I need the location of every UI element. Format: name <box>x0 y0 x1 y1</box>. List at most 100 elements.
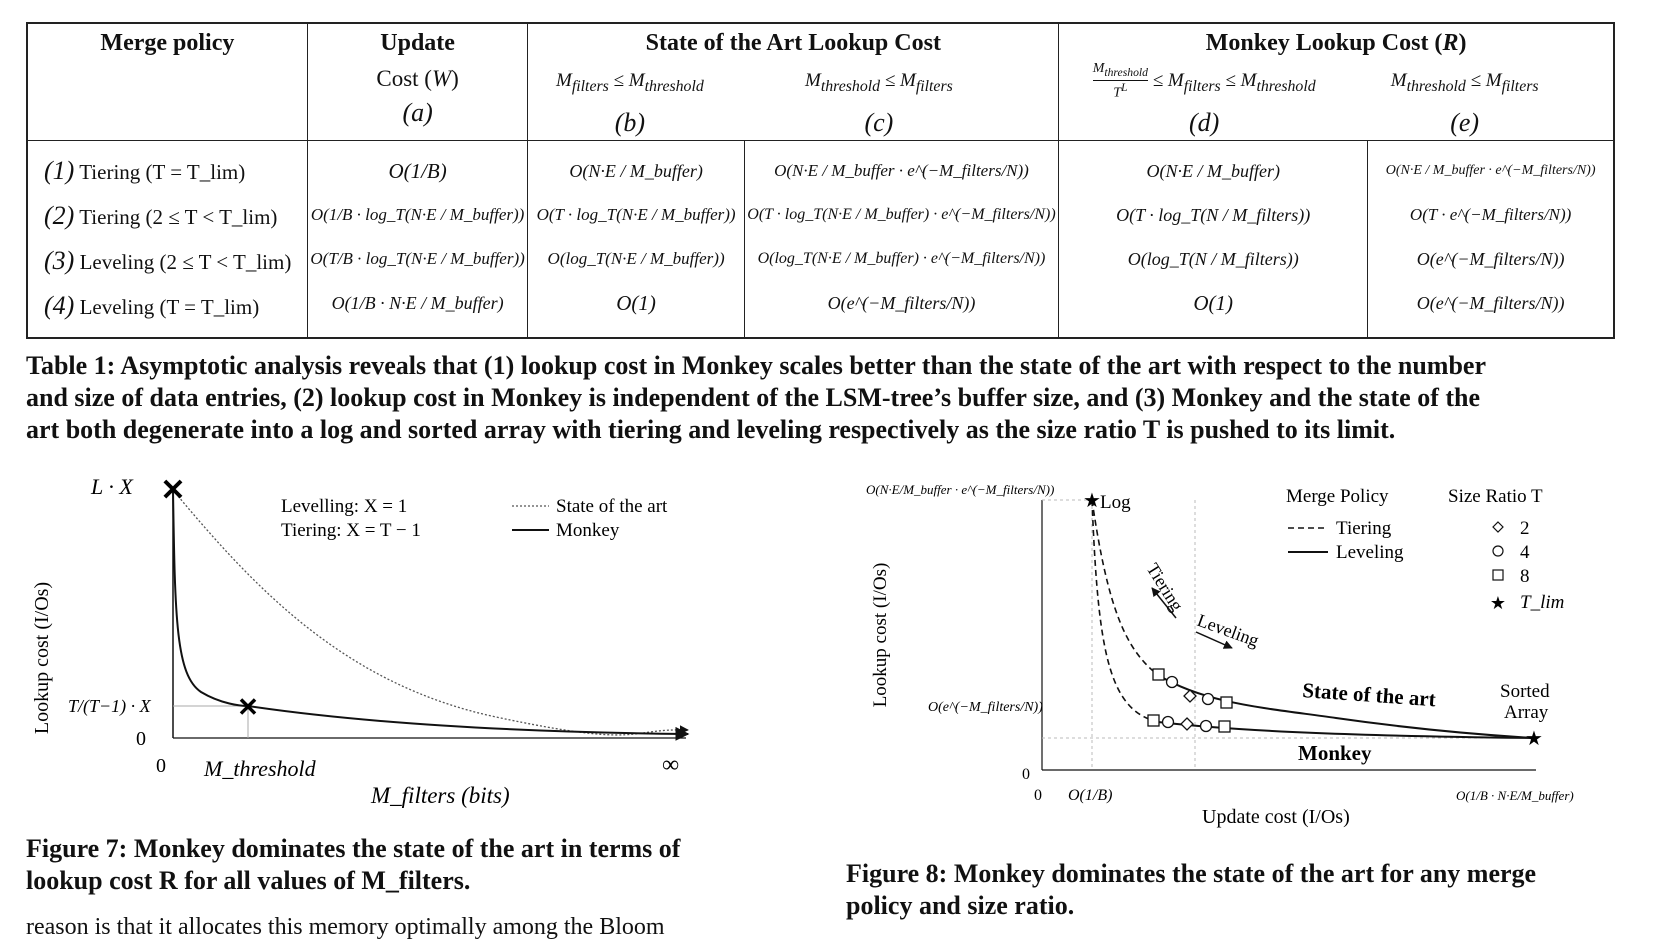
fig8-y-zero: 0 <box>1022 766 1030 783</box>
cell-2e: O(T · e^(−M_filters/N)) <box>1409 204 1572 224</box>
fig7-x-threshold: M_threshold <box>203 756 317 781</box>
fig8-tiering-arrow <box>1151 587 1177 619</box>
cell-3e: O(e^(−M_filters/N)) <box>1416 248 1565 269</box>
fig8-monkey-marker-2 <box>1180 717 1194 731</box>
fig7-y-top-label: L · X <box>90 474 134 499</box>
fig8-legend-circle <box>1492 545 1504 557</box>
cell-4a: O(1/B · N·E / M_buffer) <box>331 292 504 313</box>
header-merge-policy: Merge policy <box>27 23 308 141</box>
cell-4e: O(e^(−M_filters/N)) <box>1416 292 1565 313</box>
fig7-x-zero: 0 <box>156 755 166 777</box>
fig7-caption-line-1: Figure 7: Monkey dominates the state of … <box>26 834 681 863</box>
cell-4c: O(e^(−M_filters/N)) <box>827 292 976 313</box>
fig8-legend-size-tlim: T_lim <box>1520 592 1564 613</box>
column-merge-policy: (1) Tiering (T = T_lim) (2) Tiering (2 ≤… <box>27 140 308 339</box>
fig7-note-levelling: Levelling: X = 1 <box>281 496 407 517</box>
column-d: O(N·E / M_buffer) O(T · log_T(N / M_filt… <box>1058 140 1369 339</box>
fig7-ylabel: Lookup cost (I/Os) <box>31 582 53 734</box>
fig8-legend-diamond <box>1492 521 1504 533</box>
fig7-monkey-curve <box>172 489 690 741</box>
figure-7: ✕ ✕ L · X T/(T−1) · X 0 0 M_threshold ∞ … <box>31 474 690 808</box>
fig7-xlabel: M_filters (bits) <box>370 783 510 808</box>
fig7-threshold-mark: ✕ <box>237 693 259 722</box>
fig8-legend-size-title: Size Ratio T <box>1448 486 1543 507</box>
body-text-fragment: reason is that it allocates this memory … <box>26 914 665 940</box>
column-a: O(1/B) O(1/B · log_T(N·E / M_buffer)) O(… <box>307 140 529 339</box>
header-monkey: Monkey Lookup Cost (R) Mthreshold TL ≤ Mf… <box>1058 23 1614 141</box>
fig8-legend-size-8: 8 <box>1520 566 1530 587</box>
fig7-legend-monkey: Monkey <box>556 520 620 541</box>
cell-1a: O(1/B) <box>388 158 447 183</box>
cell-1d: O(N·E / M_buffer) <box>1146 160 1280 181</box>
cell-4d: O(1) <box>1193 290 1234 315</box>
fig8-monkey-curve-label: Monkey <box>1298 741 1372 765</box>
cell-2a: O(1/B · log_T(N·E / M_buffer)) <box>310 204 525 224</box>
fig8-monkey-marker-4-leveling <box>1199 719 1213 733</box>
fig8-sota-curve-label: State of the art <box>1302 678 1437 711</box>
fig8-legend-size-4: 4 <box>1520 542 1530 563</box>
fig7-y-zero: 0 <box>136 728 146 750</box>
cell-3a: O(T/B · log_T(N·E / M_buffer)) <box>310 248 525 268</box>
fig7-y-mid-label: T/(T−1) · X <box>68 696 152 717</box>
fig8-legend-merge-title: Merge Policy <box>1286 486 1389 507</box>
fig8-legend-leveling: Leveling <box>1336 542 1404 563</box>
fig7-x-inf: ∞ <box>662 752 679 778</box>
table-caption-line-3: art both degenerate into a log and sorte… <box>26 415 1396 444</box>
fig8-sota-tiering-curve <box>1091 499 1159 676</box>
fig7-legend-sota: State of the art <box>556 496 668 517</box>
fig7-caption-line-2: lookup cost R for all values of M_filter… <box>26 866 471 895</box>
table-1: Merge policy Update Cost (W) (a) State o… <box>26 22 1615 340</box>
fig8-legend-star: ★ <box>1490 593 1506 613</box>
fig8-monkey-marker-8-tiering <box>1147 714 1160 727</box>
fig8-legend-tiering: Tiering <box>1336 518 1392 539</box>
fig8-xlabel: Update cost (I/Os) <box>1202 806 1350 828</box>
fig8-x-right: O(1/B · N·E/M_buffer) <box>1456 788 1574 803</box>
fig8-ylabel: Lookup cost (I/Os) <box>870 563 891 708</box>
fig8-sorted-label-1: Sorted <box>1500 681 1550 702</box>
fig8-tiering-arrow-label: Tiering <box>1143 560 1188 615</box>
cell-3b: O(log_T(N·E / M_buffer)) <box>547 248 725 268</box>
table-caption-line-1: Table 1: Asymptotic analysis reveals tha… <box>26 351 1486 380</box>
cell-2d: O(T · log_T(N / M_filters)) <box>1116 204 1311 225</box>
column-c: O(N·E / M_buffer · e^(−M_filters/N)) O(T… <box>744 140 1060 339</box>
fig8-sota-marker-2 <box>1183 689 1197 703</box>
figure-7-caption: Figure 7: Monkey dominates the state of … <box>26 833 786 897</box>
cell-3d: O(log_T(N / M_filters)) <box>1127 248 1299 269</box>
fig8-log-label: Log <box>1100 492 1131 513</box>
fig8-legend-square <box>1492 569 1504 581</box>
fig8-star-log: ★ <box>1083 490 1101 512</box>
fig8-sota-marker-8-tiering <box>1152 668 1165 681</box>
cell-4b: O(1) <box>616 290 656 315</box>
fig8-x-1b: O(1/B) <box>1068 787 1112 804</box>
fig8-monkey-marker-4-tiering <box>1161 715 1175 729</box>
cell-1b: O(N·E / M_buffer) <box>569 160 703 181</box>
fig8-legend-size-2: 2 <box>1520 518 1530 539</box>
row-3-policy: (3) Leveling (2 ≤ T < T_lim) <box>44 245 292 275</box>
cell-2c: O(T · log_T(N·E / M_buffer) · e^(−M_filt… <box>747 205 1056 223</box>
header-sota: State of the Art Lookup Cost Mfilters ≤ … <box>527 23 1060 141</box>
figure-8: ★ ★ Tiering Leveling Log Sorted Array St… <box>866 482 1574 828</box>
row-4-policy: (4) Leveling (T = T_lim) <box>44 290 260 320</box>
fig7-top-mark: ✕ <box>160 474 185 507</box>
cell-1c: O(N·E / M_buffer · e^(−M_filters/N)) <box>774 160 1029 180</box>
cell-1e: O(N·E / M_buffer · e^(−M_filters/N)) <box>1385 162 1596 178</box>
row-2-policy: (2) Tiering (2 ≤ T < T_lim) <box>44 200 278 230</box>
table-caption: Table 1: Asymptotic analysis reveals tha… <box>26 350 1626 446</box>
fig7-note-tiering: Tiering: X = T − 1 <box>281 520 421 541</box>
fig8-caption-line-2: policy and size ratio. <box>846 891 1075 920</box>
fig8-leveling-arrow <box>1195 631 1233 649</box>
fig8-sota-marker-4-leveling <box>1201 692 1215 706</box>
fig8-star-sorted: ★ <box>1525 728 1543 750</box>
fig8-y-top-label: O(N·E/M_buffer · e^(−M_filters/N)) <box>866 482 1054 497</box>
fig8-sota-marker-4-tiering <box>1165 675 1179 689</box>
column-b: O(N·E / M_buffer) O(T · log_T(N·E / M_bu… <box>527 140 745 339</box>
cell-2b: O(T · log_T(N·E / M_buffer)) <box>536 204 736 224</box>
fig8-y-mid-label: O(e^(−M_filters/N)) <box>928 700 1043 715</box>
fig8-sota-marker-8-leveling <box>1220 696 1233 709</box>
fig8-monkey-tiering-curve <box>1091 499 1159 723</box>
fig8-leveling-arrow-label: Leveling <box>1195 610 1262 651</box>
fig8-sorted-label-2: Array <box>1504 702 1549 723</box>
header-update-cost: Update Cost (W) (a) <box>307 23 529 141</box>
fig8-caption-line-1: Figure 8: Monkey dominates the state of … <box>846 859 1537 888</box>
column-e: O(N·E / M_buffer · e^(−M_filters/N)) O(T… <box>1368 140 1614 338</box>
